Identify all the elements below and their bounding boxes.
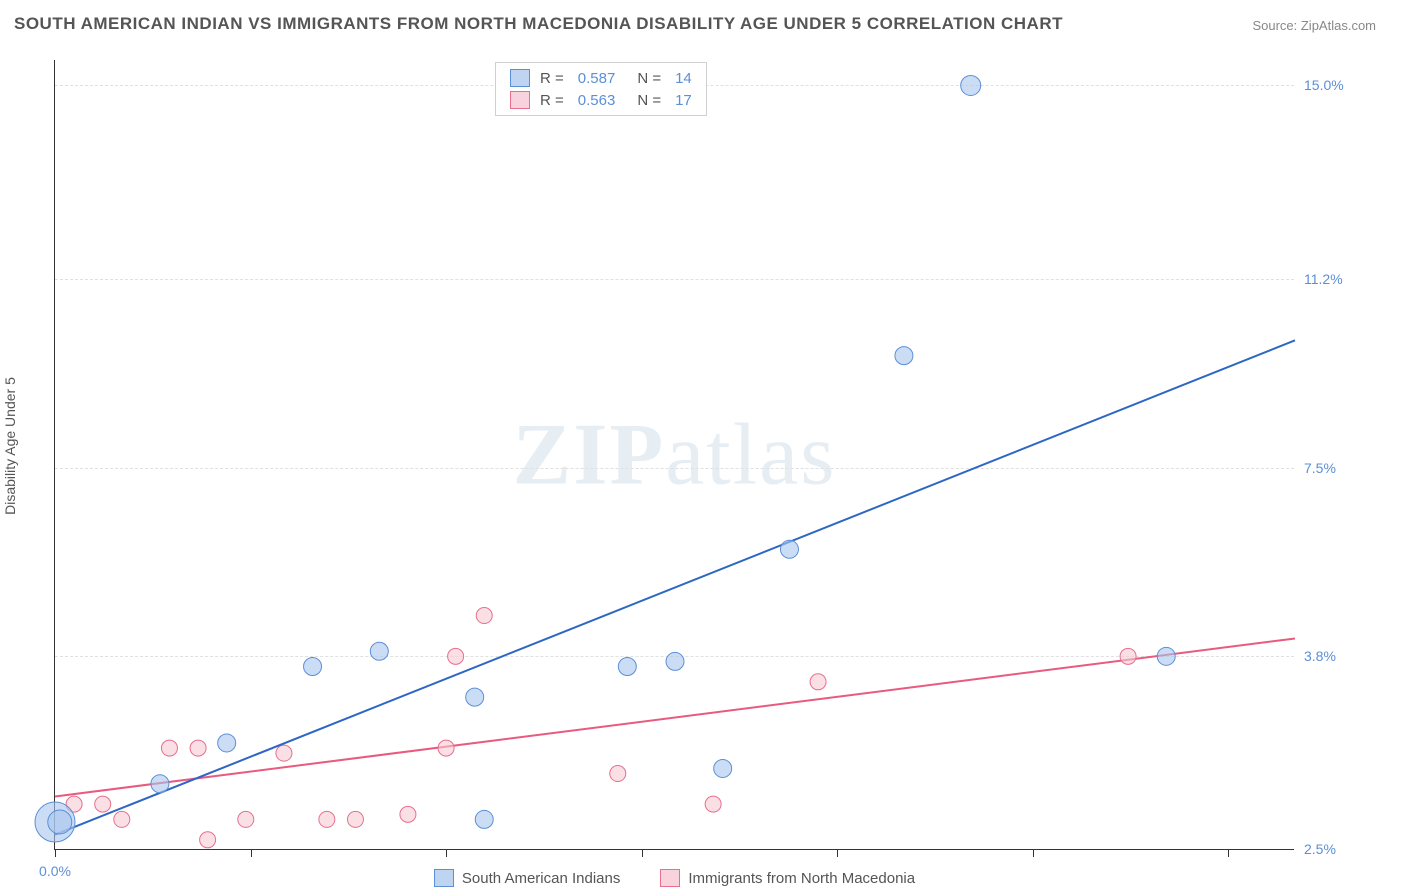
data-point bbox=[1157, 647, 1175, 665]
y-tick-label: 7.5% bbox=[1304, 460, 1364, 476]
legend-swatch-series2 bbox=[510, 91, 530, 109]
y-tick-label: 3.8% bbox=[1304, 648, 1364, 664]
r-label: R = bbox=[540, 92, 564, 109]
y-axis-label: Disability Age Under 5 bbox=[2, 377, 18, 515]
data-point bbox=[48, 810, 72, 834]
data-point bbox=[476, 608, 492, 624]
n-label: N = bbox=[637, 92, 661, 109]
legend-row-series2: R = 0.563 N = 17 bbox=[510, 89, 692, 111]
data-point bbox=[238, 811, 254, 827]
legend-swatch-series1-b bbox=[434, 869, 454, 887]
data-point bbox=[161, 740, 177, 756]
data-point bbox=[218, 734, 236, 752]
x-tick bbox=[251, 849, 252, 857]
data-point bbox=[304, 658, 322, 676]
chart-title: SOUTH AMERICAN INDIAN VS IMMIGRANTS FROM… bbox=[14, 14, 1063, 34]
data-point bbox=[961, 75, 981, 95]
legend-item-series2: Immigrants from North Macedonia bbox=[660, 869, 915, 887]
data-point bbox=[319, 811, 335, 827]
data-point bbox=[1120, 648, 1136, 664]
data-point bbox=[714, 759, 732, 777]
regression-line bbox=[55, 340, 1295, 834]
legend-swatch-series2-b bbox=[660, 869, 680, 887]
x-tick bbox=[642, 849, 643, 857]
data-point bbox=[347, 811, 363, 827]
data-point bbox=[190, 740, 206, 756]
data-point bbox=[370, 642, 388, 660]
data-point bbox=[151, 775, 169, 793]
legend-bottom: South American Indians Immigrants from N… bbox=[55, 869, 1294, 887]
r-value-series1: 0.587 bbox=[578, 70, 616, 87]
x-tick bbox=[55, 849, 56, 857]
data-point bbox=[448, 648, 464, 664]
data-point bbox=[810, 674, 826, 690]
chart-plot-area: ZIPatlas 3.8%7.5%11.2%15.0% R = 0.587 N … bbox=[54, 60, 1294, 850]
legend-label-series2: Immigrants from North Macedonia bbox=[688, 870, 915, 887]
data-point bbox=[95, 796, 111, 812]
data-point bbox=[895, 347, 913, 365]
r-label: R = bbox=[540, 70, 564, 87]
x-tick bbox=[1228, 849, 1229, 857]
data-point bbox=[666, 652, 684, 670]
legend-correlation-box: R = 0.587 N = 14 R = 0.563 N = 17 bbox=[495, 62, 707, 116]
x-tick bbox=[446, 849, 447, 857]
data-point bbox=[276, 745, 292, 761]
y-bottom-label: 2.5% bbox=[1304, 841, 1364, 857]
scatter-plot-svg bbox=[55, 60, 1294, 849]
y-tick-label: 15.0% bbox=[1304, 77, 1364, 93]
data-point bbox=[466, 688, 484, 706]
n-value-series1: 14 bbox=[675, 70, 692, 87]
data-point bbox=[705, 796, 721, 812]
data-point bbox=[438, 740, 454, 756]
data-point bbox=[400, 806, 416, 822]
x-tick-label: 0.0% bbox=[39, 863, 71, 879]
n-value-series2: 17 bbox=[675, 92, 692, 109]
data-point bbox=[618, 658, 636, 676]
legend-row-series1: R = 0.587 N = 14 bbox=[510, 67, 692, 89]
data-point bbox=[780, 540, 798, 558]
legend-item-series1: South American Indians bbox=[434, 869, 620, 887]
x-tick bbox=[837, 849, 838, 857]
source-label: Source: ZipAtlas.com bbox=[1252, 18, 1376, 33]
x-tick bbox=[1033, 849, 1034, 857]
legend-label-series1: South American Indians bbox=[462, 870, 620, 887]
data-point bbox=[475, 810, 493, 828]
y-tick-label: 11.2% bbox=[1304, 271, 1364, 287]
r-value-series2: 0.563 bbox=[578, 92, 616, 109]
data-point bbox=[114, 811, 130, 827]
legend-swatch-series1 bbox=[510, 69, 530, 87]
n-label: N = bbox=[637, 70, 661, 87]
data-point bbox=[610, 766, 626, 782]
data-point bbox=[200, 832, 216, 848]
